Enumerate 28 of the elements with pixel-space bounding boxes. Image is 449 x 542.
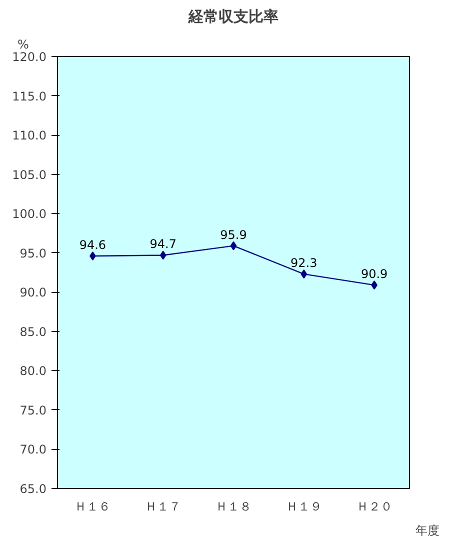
- y-tick-label: 105.0: [12, 168, 47, 182]
- x-tick-label: Ｈ１７: [145, 500, 182, 514]
- y-tick-label: 65.0: [20, 482, 46, 496]
- y-tick-label: 70.0: [20, 442, 46, 457]
- y-tick-label: 75.0: [20, 403, 46, 418]
- y-tick-label: 110.0: [12, 128, 47, 143]
- y-tick-label: 95.0: [20, 246, 46, 260]
- y-axis-title: %: [18, 38, 29, 52]
- data-label: 95.9: [220, 228, 247, 242]
- point: [300, 270, 308, 279]
- data-label: 94.7: [150, 237, 176, 252]
- x-tick-label: Ｈ１８: [216, 500, 252, 514]
- y-tick-label: 85.0: [20, 324, 46, 339]
- chart-title: 経常収支比率: [188, 8, 278, 26]
- y-tick-label: 115.0: [12, 89, 47, 104]
- point: [230, 241, 237, 250]
- y-tick-label: 100.0: [12, 207, 47, 222]
- data-label: 90.9: [360, 267, 388, 282]
- x-tick-label: Ｈ２０: [356, 500, 392, 514]
- y-tick-label: 120.0: [12, 50, 47, 64]
- x-tick-label: Ｈ１６: [74, 500, 111, 514]
- x-axis-title: 年度: [416, 524, 440, 538]
- y-tick-label: 80.0: [20, 364, 46, 378]
- point: [160, 250, 166, 260]
- data-label: 94.6: [79, 238, 106, 252]
- x-tick-label: Ｈ１９: [286, 500, 322, 514]
- data-label: 92.3: [290, 256, 318, 270]
- y-tick-label: 90.0: [20, 286, 46, 300]
